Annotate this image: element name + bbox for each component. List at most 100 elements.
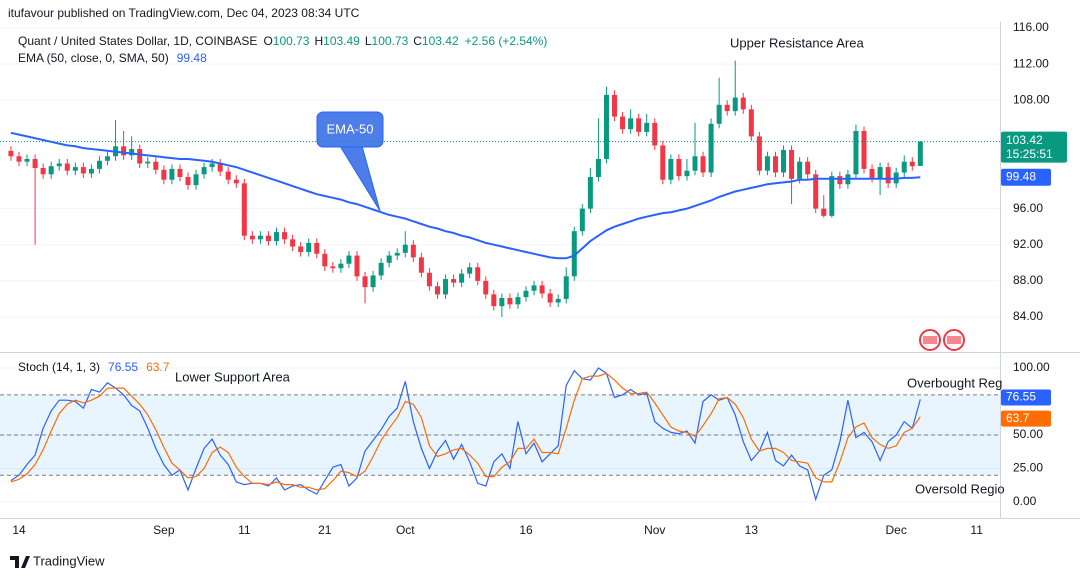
candle-body <box>507 298 513 305</box>
y-tick-label: 84.00 <box>1013 309 1043 323</box>
legend-value: 100.73 <box>372 34 409 48</box>
x-tick-label: 13 <box>745 523 759 537</box>
legend-label: C <box>413 34 422 48</box>
logo-mark <box>10 556 30 568</box>
legend-value: 100.73 <box>273 34 310 48</box>
candle-body <box>539 285 545 294</box>
y-tick-label: 108.00 <box>1013 92 1050 106</box>
candle-body <box>620 116 626 130</box>
candle-body <box>346 255 352 264</box>
candle-body <box>789 149 795 179</box>
x-tick-label: Dec <box>886 523 907 537</box>
candle-body <box>764 156 770 171</box>
x-tick-label: Oct <box>396 523 415 537</box>
legend-ema: EMA (50, close, 0, SMA, 50) 99.48 <box>18 51 207 65</box>
candle-body <box>233 179 239 184</box>
candle-body <box>781 149 787 173</box>
candle-body <box>105 156 111 161</box>
candle-body <box>555 298 561 303</box>
candle-body <box>434 286 440 295</box>
y-tick-label: 50.00 <box>1013 427 1043 441</box>
candle-body <box>483 280 489 295</box>
stoch-line <box>10 367 921 502</box>
candle-body <box>459 273 465 283</box>
candle-body <box>612 94 618 117</box>
candle-body <box>877 167 883 178</box>
candle-body <box>16 156 22 162</box>
candle-body <box>257 235 263 240</box>
candle-body <box>322 253 328 267</box>
y-tick-label: 88.00 <box>1013 273 1043 287</box>
flag-stripes <box>923 336 937 344</box>
x-tick-label: 21 <box>318 523 332 537</box>
candle-body <box>628 118 634 130</box>
candle-body <box>241 183 247 236</box>
candle-body <box>418 257 424 273</box>
candle-body <box>56 163 62 167</box>
candle-body <box>708 123 714 173</box>
candle-body <box>80 167 86 174</box>
candle-body <box>443 279 449 295</box>
legend-value: 103.49 <box>323 34 360 48</box>
candle-body <box>732 97 738 112</box>
candle-body <box>636 118 642 132</box>
candle-body <box>748 109 754 137</box>
candle-body <box>909 161 915 167</box>
candle-body <box>917 141 923 166</box>
x-tick-label: Sep <box>153 523 175 537</box>
candle-body <box>48 166 54 175</box>
candle-body <box>386 255 392 263</box>
candle-body <box>249 235 255 240</box>
annotation: Lower Support Area <box>175 369 291 384</box>
candle-body <box>571 231 577 277</box>
candle-body <box>402 244 408 253</box>
stoch-line <box>10 372 921 491</box>
candle-body <box>145 161 151 164</box>
candle-body <box>169 168 175 180</box>
candle-body <box>475 267 481 281</box>
price-label: 99.48 <box>1006 169 1036 183</box>
candle-body <box>217 163 223 172</box>
price-label-box <box>1001 410 1051 427</box>
price-label: 103.42 <box>1006 133 1043 147</box>
x-tick-label: Nov <box>644 523 665 537</box>
header: itufavour published on TradingView.com, … <box>8 6 360 20</box>
candle-body <box>354 255 360 277</box>
candle-body <box>644 122 650 132</box>
candle-body <box>451 279 457 283</box>
price-label: 63.7 <box>1006 411 1030 425</box>
candle-body <box>652 122 658 146</box>
flag-stripes <box>947 336 961 344</box>
y-tick-label: 92.00 <box>1013 237 1043 251</box>
candle-body <box>821 208 827 216</box>
legend-label: L <box>365 34 372 48</box>
candle-body <box>491 294 497 307</box>
ema-name: EMA (50, close, 0, SMA, 50) <box>18 51 169 65</box>
candle-body <box>603 94 609 159</box>
annotation: Overbought Reg <box>907 375 1002 390</box>
candle-body <box>595 158 601 178</box>
candle-body <box>797 161 803 179</box>
candle-body <box>32 158 38 168</box>
candle-body <box>153 161 159 170</box>
candle-body <box>290 239 296 247</box>
ema-value: 99.48 <box>177 51 207 65</box>
price-label-box <box>1001 389 1051 406</box>
candle-body <box>121 146 127 156</box>
candle-body <box>201 167 207 175</box>
candle-body <box>829 176 835 216</box>
candle-body <box>330 266 336 269</box>
candle-body <box>88 168 94 174</box>
candle-body <box>274 232 280 242</box>
annotation: Upper Resistance Area <box>730 35 864 50</box>
price-label-box <box>1001 168 1051 186</box>
price-label-box <box>1001 131 1067 163</box>
candle-body <box>40 167 46 175</box>
candle-body <box>338 263 344 269</box>
candle-body <box>72 167 78 171</box>
candle-body <box>426 272 432 287</box>
candle-body <box>265 235 271 242</box>
candle-body <box>306 242 312 252</box>
candle-body <box>193 174 199 186</box>
